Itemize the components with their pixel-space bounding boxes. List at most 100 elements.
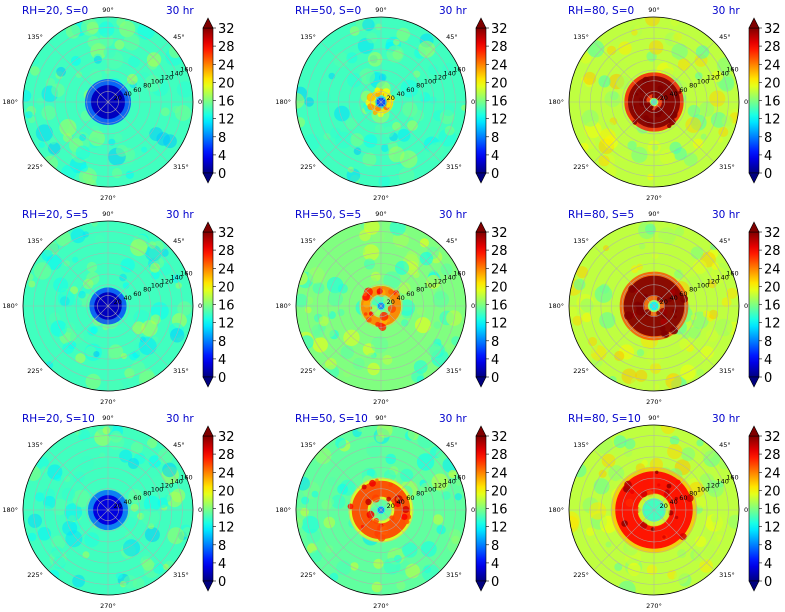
field-patch: [728, 514, 739, 530]
angle-label-nw: 135°: [573, 237, 589, 245]
angle-label-w: 180°: [548, 302, 564, 310]
field-patch: [172, 105, 180, 114]
radial-tick-label: 100: [151, 282, 163, 290]
radial-tick-label: 80: [689, 490, 697, 498]
grid-spoke: [107, 101, 169, 163]
field-patch: [382, 354, 393, 365]
radial-tick-label: 160: [180, 474, 192, 482]
field-patch: [681, 447, 696, 462]
field-patch: [115, 144, 128, 157]
field-patch: [299, 532, 306, 539]
field-patch: [312, 337, 328, 353]
ring-cell: [388, 289, 394, 295]
field-patch: [25, 111, 33, 119]
field-patch: [93, 351, 100, 358]
panel-time-label: 30 hr: [166, 413, 194, 425]
angle-label-w: 180°: [275, 98, 291, 106]
field-patch: [78, 290, 86, 299]
ring-cell: [674, 515, 679, 520]
field-patch: [176, 81, 193, 98]
colorbar-gradient: [475, 27, 487, 174]
radial-tick-label: 80: [143, 286, 151, 294]
field-patch: [645, 17, 660, 27]
field-patch: [51, 546, 63, 559]
angle-label-n: 90°: [102, 6, 114, 14]
field-patch: [400, 79, 419, 98]
panel-title: RH=80, S=0: [568, 5, 634, 17]
field-patch: [407, 120, 418, 131]
field-patch: [674, 569, 689, 584]
colorbar-tick-label: 4: [764, 557, 772, 572]
field-patch: [328, 72, 336, 80]
angle-label-n: 90°: [375, 414, 387, 422]
angle-label-se: 315°: [719, 367, 735, 375]
colorbar-tick-label: 20: [764, 280, 781, 295]
field-patch: [627, 140, 637, 151]
ring-cell: [387, 304, 396, 313]
panel-title: RH=20, S=10: [22, 413, 95, 425]
radial-tick-label: 100: [151, 78, 163, 86]
colorbar-tick-label: 24: [218, 58, 235, 73]
ring-cell: [686, 494, 694, 502]
field-patch: [65, 24, 81, 39]
colorbar-tick-label: 0: [218, 371, 226, 386]
field-patch: [598, 75, 611, 88]
field-patch: [595, 436, 613, 454]
field-patch: [162, 563, 169, 570]
panel-title: RH=80, S=10: [568, 413, 641, 425]
colorbar-tick-label: 20: [764, 484, 781, 499]
field-patch: [352, 357, 365, 370]
field-patch: [363, 221, 380, 235]
field-patch: [63, 133, 73, 143]
field-patch: [35, 124, 54, 142]
field-patch: [70, 286, 79, 295]
field-patch: [150, 262, 160, 273]
angle-label-sw: 225°: [300, 163, 316, 171]
angle-label-w: 180°: [2, 506, 18, 514]
field-patch: [141, 320, 158, 337]
field-patch: [326, 497, 335, 506]
field-patch: [623, 448, 633, 457]
field-patch: [363, 134, 378, 148]
angle-label-e: 0°: [744, 506, 751, 514]
radial-tick-label: 120: [161, 482, 173, 490]
radial-tick-label: 120: [161, 74, 173, 82]
colorbar-tick-label: 8: [491, 335, 499, 350]
colorbar-tick-label: 0: [764, 167, 772, 182]
radial-tick-label: 40: [669, 498, 677, 506]
angle-label-ne: 45°: [173, 237, 185, 245]
panel-title: RH=20, S=0: [22, 5, 88, 17]
field-patch: [56, 66, 66, 77]
grid-spoke: [380, 449, 442, 511]
field-patch: [41, 105, 56, 121]
colorbar-tick-label: 24: [764, 466, 781, 481]
field-patch: [164, 494, 172, 502]
radial-tick-label: 140: [716, 274, 728, 282]
grid-spoke: [653, 41, 715, 103]
field-patch: [62, 342, 74, 355]
ring-cell: [371, 494, 380, 503]
angle-label-e: 0°: [198, 506, 205, 514]
grid-spoke: [107, 449, 169, 511]
field-patch: [388, 146, 405, 163]
field-patch: [576, 266, 589, 279]
colorbar-tick-label: 16: [764, 503, 781, 518]
field-patch: [461, 104, 466, 111]
angle-label-ne: 45°: [719, 33, 731, 41]
field-patch: [336, 560, 352, 576]
field-patch: [93, 55, 102, 64]
field-patch: [151, 475, 166, 490]
field-patch: [677, 549, 687, 559]
colorbar-tick-label: 28: [491, 244, 508, 259]
colorbar-extend-min: [748, 376, 760, 388]
field-patch: [71, 362, 83, 375]
field-patch: [296, 293, 308, 308]
angle-label-ne: 45°: [446, 441, 458, 449]
grid-spoke: [653, 509, 715, 571]
field-patch: [51, 535, 66, 550]
field-patch: [398, 299, 416, 316]
field-patch: [426, 274, 441, 290]
field-patch: [131, 360, 145, 375]
radial-tick-label: 40: [123, 90, 131, 98]
colorbar-tick-label: 16: [764, 95, 781, 110]
